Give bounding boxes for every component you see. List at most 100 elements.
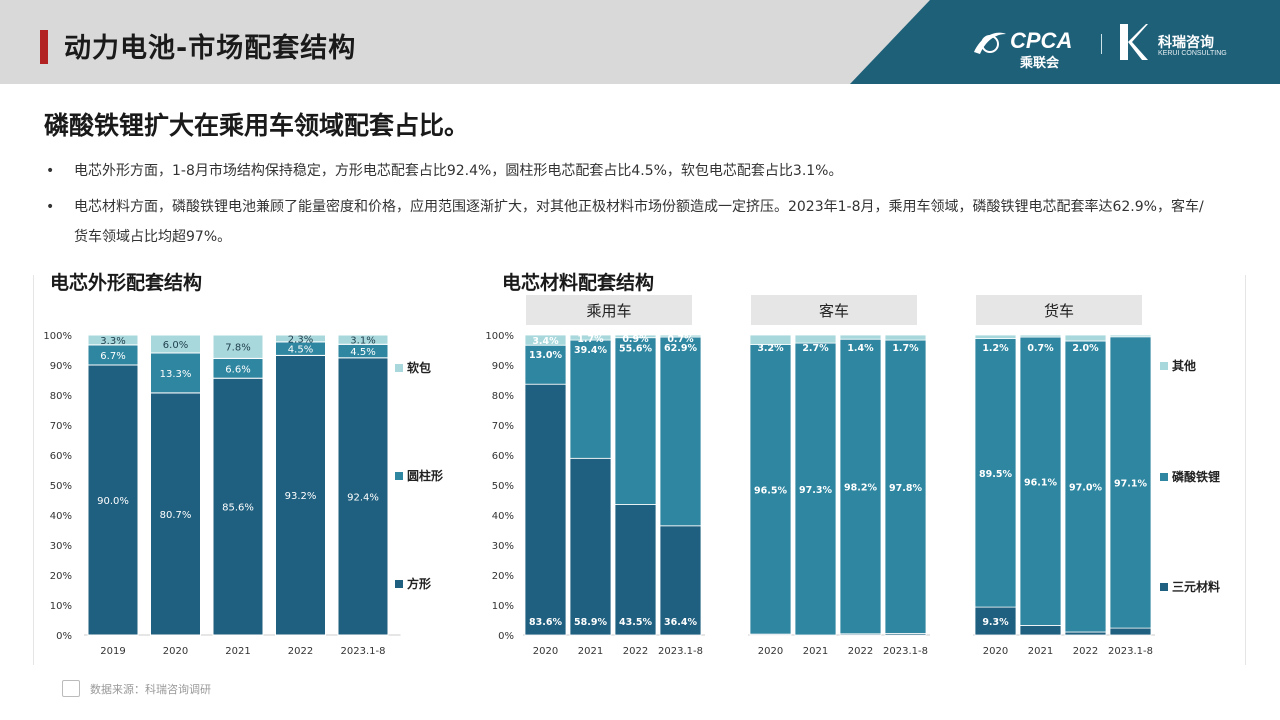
cpca-logo-text: CPCA bbox=[1010, 28, 1073, 53]
chart-title-shape: 电芯外形配套结构 bbox=[50, 272, 203, 294]
y-tick-label: 60% bbox=[492, 451, 514, 462]
bar-segment bbox=[524, 344, 567, 385]
panel-divider-right bbox=[1245, 275, 1246, 665]
data-label: 96.5% bbox=[754, 485, 787, 496]
data-label: 36.4% bbox=[664, 617, 697, 628]
data-label: 92.4% bbox=[347, 492, 379, 503]
chart-title-material: 电芯材料配套结构 bbox=[502, 272, 655, 294]
x-tick-label: 2020 bbox=[983, 646, 1008, 657]
y-tick-label: 100% bbox=[43, 331, 72, 342]
group-header-box bbox=[976, 295, 1142, 325]
data-label: 43.5% bbox=[619, 617, 652, 628]
x-tick-label: 2019 bbox=[100, 646, 125, 657]
data-label: 55.6% bbox=[619, 344, 652, 355]
bar-segment bbox=[659, 336, 702, 527]
bar-segment bbox=[1064, 631, 1107, 636]
data-label: 3.2% bbox=[757, 343, 784, 354]
x-tick-label: 2020 bbox=[533, 646, 558, 657]
cpca-logo-cn: 乘联会 bbox=[1020, 56, 1060, 71]
legend-swatch bbox=[1160, 473, 1168, 481]
bar-segment bbox=[150, 334, 201, 354]
x-tick-label: 2022 bbox=[288, 646, 313, 657]
data-label: 80.7% bbox=[160, 510, 192, 521]
y-tick-label: 20% bbox=[492, 571, 514, 582]
bar-segment bbox=[839, 334, 882, 340]
x-tick-label: 2023.1-8 bbox=[883, 646, 928, 657]
y-tick-label: 40% bbox=[50, 511, 72, 522]
legend-label: 三元材料 bbox=[1172, 579, 1220, 594]
bar-segment bbox=[974, 338, 1017, 608]
kerui-k-icon bbox=[1120, 24, 1148, 60]
data-label: 1.7% bbox=[892, 343, 919, 354]
data-label: 58.9% bbox=[574, 617, 607, 628]
bar-segment bbox=[794, 342, 837, 636]
data-label: 89.5% bbox=[979, 469, 1012, 480]
group-header-box bbox=[751, 295, 917, 325]
data-label: 97.3% bbox=[799, 485, 832, 496]
bar-segment bbox=[749, 334, 792, 346]
bullet-text: 电芯外形方面，1-8月市场结构保持稳定，方形电芯配套占比92.4%，圆柱形电芯配… bbox=[74, 163, 843, 179]
chart-shape-structure: 0% 10% 20% 30% 40% 50% 60% 70% 80% 90% 100% 90.0% 6.… bbox=[43, 331, 443, 657]
page-title: 动力电池-市场配套结构 bbox=[64, 33, 357, 64]
bar-segment bbox=[524, 334, 567, 346]
bar-segment bbox=[614, 337, 657, 505]
data-label: 3.3% bbox=[100, 336, 125, 347]
x-tick-label: 2021 bbox=[803, 646, 828, 657]
data-label: 62.9% bbox=[664, 343, 697, 354]
bar-segment bbox=[614, 334, 657, 339]
x-tick-label: 2022 bbox=[623, 646, 648, 657]
bar-segment bbox=[614, 504, 657, 636]
bar-segment bbox=[275, 334, 326, 343]
x-tick-label: 2022 bbox=[1073, 646, 1098, 657]
data-label: 7.8% bbox=[225, 343, 250, 354]
data-label: 0.7% bbox=[667, 334, 694, 345]
logo-separator bbox=[1101, 34, 1102, 54]
legend-swatch bbox=[395, 364, 403, 372]
legend-label: 方形 bbox=[407, 576, 431, 591]
group-header-label: 货车 bbox=[1044, 302, 1074, 320]
bar-segment bbox=[524, 383, 567, 636]
data-label: 4.5% bbox=[288, 345, 313, 356]
bullet-dot: • bbox=[46, 199, 55, 215]
data-label: 83.6% bbox=[529, 617, 562, 628]
data-label: 97.8% bbox=[889, 483, 922, 494]
data-label: 96.1% bbox=[1024, 477, 1057, 488]
data-label: 6.7% bbox=[100, 351, 125, 362]
y-tick-label: 100% bbox=[485, 331, 514, 342]
data-label: 3.1% bbox=[350, 336, 375, 347]
y-tick-label: 20% bbox=[50, 571, 72, 582]
legend-swatch bbox=[1160, 583, 1168, 591]
group-header-box bbox=[526, 295, 692, 325]
legend-label: 圆柱形 bbox=[407, 468, 443, 483]
legend-swatch bbox=[1160, 362, 1168, 370]
x-tick-label: 2023.1-8 bbox=[341, 646, 386, 657]
bar-segment bbox=[150, 392, 201, 636]
y-tick-label: 0% bbox=[56, 631, 72, 642]
x-tick-label: 2021 bbox=[225, 646, 250, 657]
data-label: 6.0% bbox=[163, 340, 188, 351]
calendar-icon bbox=[62, 680, 80, 697]
data-label: 39.4% bbox=[574, 345, 607, 356]
bar-segment bbox=[569, 334, 612, 341]
bar-segment bbox=[212, 334, 264, 359]
legend-label: 其他 bbox=[1172, 358, 1196, 373]
y-tick-label: 80% bbox=[492, 391, 514, 402]
bullet-text: 电芯材料方面，磷酸铁锂电池兼顾了能量密度和价格，应用范围逐渐扩大，对其他正极材料… bbox=[74, 199, 1204, 245]
y-tick-label: 0% bbox=[498, 631, 514, 642]
data-label: 97.0% bbox=[1069, 483, 1102, 494]
data-label: 97.1% bbox=[1114, 478, 1147, 489]
data-label: 13.3% bbox=[160, 369, 192, 380]
data-label: 90.0% bbox=[97, 496, 129, 507]
logo-band bbox=[850, 0, 1280, 84]
y-tick-label: 80% bbox=[50, 391, 72, 402]
x-tick-label: 2021 bbox=[1028, 646, 1053, 657]
source-note: 数据来源：科瑞咨询调研 bbox=[90, 683, 211, 696]
bullet-dot: • bbox=[46, 163, 55, 179]
x-tick-label: 2020 bbox=[758, 646, 783, 657]
legend-label: 磷酸铁锂 bbox=[1172, 469, 1220, 484]
data-label: 93.2% bbox=[285, 491, 317, 502]
bar-segment bbox=[974, 606, 1017, 636]
bar-segment bbox=[1019, 334, 1062, 338]
legend-swatch bbox=[395, 580, 403, 588]
x-tick-label: 2020 bbox=[163, 646, 188, 657]
